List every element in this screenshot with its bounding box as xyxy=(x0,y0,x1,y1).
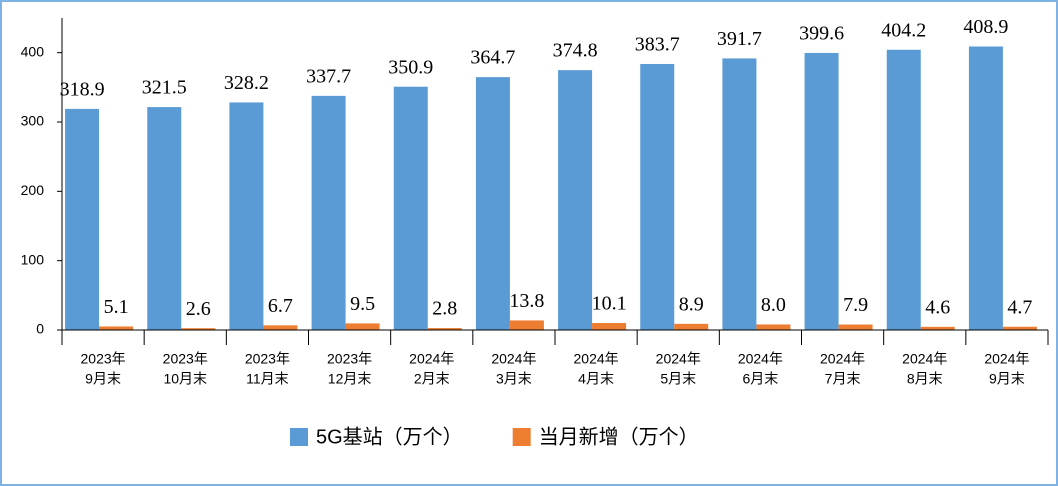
bar xyxy=(722,58,757,331)
x-tick-label: 3月末 xyxy=(496,371,532,387)
legend-swatch xyxy=(512,428,531,446)
bar xyxy=(920,326,955,330)
data-label: 9.5 xyxy=(350,293,375,315)
bar xyxy=(674,323,709,330)
x-tick-label: 2023年 xyxy=(327,351,372,367)
bar xyxy=(229,102,264,330)
x-tick-label: 5月末 xyxy=(660,371,696,387)
data-label: 2.8 xyxy=(432,298,457,320)
data-label: 318.9 xyxy=(60,78,105,100)
x-tick-label: 4月末 xyxy=(578,371,614,387)
bar xyxy=(345,323,380,330)
bar xyxy=(181,328,216,330)
data-label: 8.9 xyxy=(679,293,704,315)
data-label: 364.7 xyxy=(470,47,515,69)
bar xyxy=(756,324,791,330)
y-tick-label: 100 xyxy=(21,251,45,267)
bar xyxy=(558,70,593,330)
data-label: 391.7 xyxy=(717,28,762,50)
x-tick-label: 2024年 xyxy=(574,351,619,367)
bar xyxy=(886,49,921,330)
data-label: 408.9 xyxy=(963,16,1008,38)
bar xyxy=(147,107,182,331)
data-label: 383.7 xyxy=(635,34,680,56)
x-tick-label: 6月末 xyxy=(743,371,779,387)
bar xyxy=(263,325,298,330)
data-label: 328.2 xyxy=(224,72,269,94)
bar xyxy=(838,324,873,330)
legend-label: 5G基站（万个） xyxy=(316,425,463,448)
data-label: 5.1 xyxy=(104,296,129,318)
y-tick-label: 0 xyxy=(36,321,44,337)
x-tick-label: 11月末 xyxy=(246,371,289,387)
x-tick-label: 8月末 xyxy=(907,371,943,387)
y-tick-label: 200 xyxy=(21,182,45,198)
data-label: 4.6 xyxy=(925,296,950,318)
y-tick-label: 300 xyxy=(21,113,45,129)
data-label: 4.7 xyxy=(1007,296,1032,318)
data-label: 13.8 xyxy=(509,290,544,312)
data-label: 6.7 xyxy=(268,295,293,317)
data-label: 337.7 xyxy=(306,65,351,87)
bar xyxy=(427,328,462,330)
legend-label: 当月新增（万个） xyxy=(539,425,699,448)
bar xyxy=(393,86,428,330)
bar xyxy=(65,108,100,330)
bar xyxy=(640,63,675,331)
x-tick-label: 2024年 xyxy=(491,351,536,367)
data-label: 404.2 xyxy=(881,19,926,41)
x-tick-label: 9月末 xyxy=(989,371,1025,387)
legend-swatch xyxy=(290,428,308,446)
bar xyxy=(592,322,627,330)
x-tick-label: 2024年 xyxy=(984,351,1029,367)
bar xyxy=(509,320,544,330)
bar xyxy=(968,46,1003,330)
data-label: 2.6 xyxy=(186,298,211,320)
bar xyxy=(311,95,346,331)
x-tick-label: 2024年 xyxy=(409,351,454,367)
bar xyxy=(1002,326,1037,330)
bar xyxy=(99,326,134,330)
x-tick-label: 10月末 xyxy=(163,371,207,387)
data-label: 10.1 xyxy=(592,293,627,315)
x-tick-label: 2023年 xyxy=(245,351,290,367)
data-label: 8.0 xyxy=(761,294,786,316)
x-tick-label: 2024年 xyxy=(656,351,701,367)
data-label: 7.9 xyxy=(843,294,868,316)
bar xyxy=(804,52,839,330)
x-tick-label: 12月末 xyxy=(328,371,372,387)
data-label: 399.6 xyxy=(799,23,844,45)
x-tick-label: 2024年 xyxy=(820,351,865,367)
bar xyxy=(475,77,510,331)
x-tick-label: 2024年 xyxy=(902,351,947,367)
x-tick-label: 2023年 xyxy=(81,351,126,367)
data-label: 321.5 xyxy=(142,77,187,99)
x-tick-label: 7月末 xyxy=(825,371,861,387)
data-label: 374.8 xyxy=(553,40,598,62)
x-tick-label: 2023年 xyxy=(163,351,208,367)
x-tick-label: 2月末 xyxy=(414,371,450,387)
y-tick-label: 400 xyxy=(21,43,45,59)
x-tick-label: 2024年 xyxy=(738,351,783,367)
data-label: 350.9 xyxy=(388,56,433,78)
x-tick-label: 9月末 xyxy=(85,371,121,387)
